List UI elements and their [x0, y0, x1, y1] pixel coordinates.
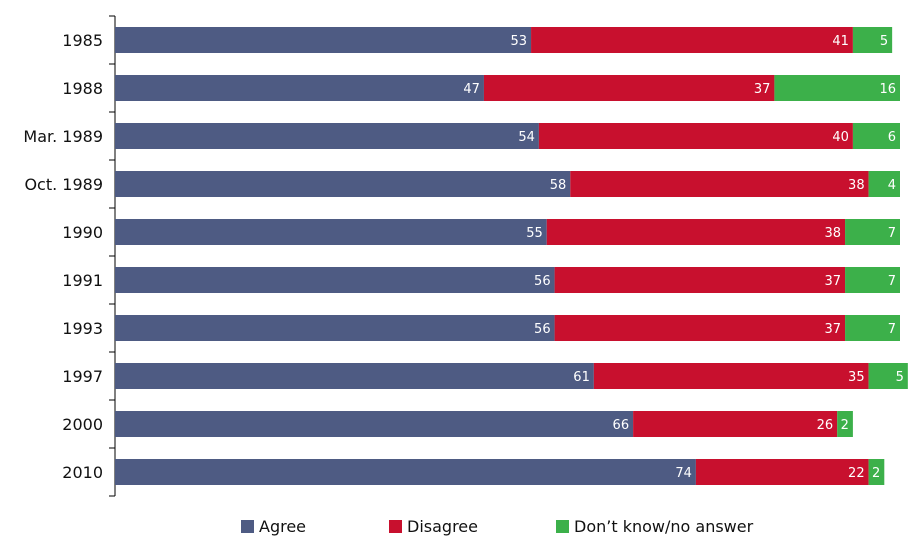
- category-label: 2010: [62, 463, 103, 482]
- legend-swatch-dont-know: [556, 519, 569, 533]
- bar-disagree: [483, 75, 775, 101]
- legend-item-dont-know: Don’t know/no answer: [556, 516, 753, 536]
- data-label-don-t-know-no-answer: 16: [879, 82, 896, 97]
- bar-agree: [115, 267, 555, 293]
- bar-disagree: [538, 123, 853, 149]
- data-label-disagree: 35: [848, 370, 865, 385]
- data-label-disagree: 37: [825, 274, 842, 289]
- legend-item-agree: Agree: [241, 516, 306, 536]
- bar-agree: [115, 27, 532, 53]
- bar-agree: [115, 363, 594, 389]
- legend: Agree Disagree Don’t know/no answer: [0, 512, 909, 538]
- legend-swatch-disagree: [389, 519, 402, 533]
- legend-label-disagree: Disagree: [407, 516, 478, 536]
- bar-don-t-know-no-answer: [845, 219, 900, 245]
- category-axis: [109, 15, 116, 497]
- data-label-don-t-know-no-answer: 5: [880, 34, 888, 49]
- data-label-disagree: 22: [848, 466, 865, 481]
- bar-agree: [115, 459, 696, 485]
- category-label: Oct. 1989: [24, 175, 103, 194]
- bar-disagree: [633, 411, 838, 437]
- legend-label-agree: Agree: [259, 516, 307, 536]
- bar-don-t-know-no-answer: [852, 27, 893, 53]
- category-label: 1993: [62, 319, 103, 338]
- data-label-don-t-know-no-answer: 5: [896, 370, 904, 385]
- bar-agree: [115, 315, 555, 341]
- category-label: 1985: [62, 31, 103, 50]
- data-label-don-t-know-no-answer: 2: [872, 466, 880, 481]
- category-label: 2000: [62, 415, 103, 434]
- data-label-agree: 74: [675, 466, 692, 481]
- data-label-don-t-know-no-answer: 6: [888, 130, 896, 145]
- bar-don-t-know-no-answer: [868, 171, 900, 197]
- bar-disagree: [554, 267, 846, 293]
- bar-disagree: [554, 315, 846, 341]
- bar-don-t-know-no-answer: [774, 75, 900, 101]
- data-label-don-t-know-no-answer: 7: [888, 322, 896, 337]
- bar-don-t-know-no-answer: [868, 459, 885, 485]
- legend-swatch-agree: [241, 519, 254, 533]
- category-label: 1991: [62, 271, 103, 290]
- bar-don-t-know-no-answer: [868, 363, 908, 389]
- category-label: Mar. 1989: [23, 127, 103, 146]
- data-label-disagree: 26: [817, 418, 834, 433]
- data-label-disagree: 38: [825, 226, 842, 241]
- data-label-agree: 56: [534, 322, 551, 337]
- bar-don-t-know-no-answer: [845, 267, 900, 293]
- data-label-agree: 55: [526, 226, 543, 241]
- data-label-don-t-know-no-answer: 4: [888, 178, 896, 193]
- bars: [115, 27, 908, 485]
- category-label: 1988: [62, 79, 103, 98]
- legend-label-dont-know: Don’t know/no answer: [574, 516, 754, 536]
- data-label-agree: 66: [613, 418, 630, 433]
- data-label-disagree: 41: [832, 34, 849, 49]
- data-label-don-t-know-no-answer: 2: [841, 418, 849, 433]
- data-label-don-t-know-no-answer: 7: [888, 226, 896, 241]
- bar-don-t-know-no-answer: [837, 411, 853, 437]
- data-label-disagree: 38: [848, 178, 865, 193]
- bar-don-t-know-no-answer: [852, 123, 900, 149]
- bar-agree: [115, 411, 634, 437]
- legend-item-disagree: Disagree: [389, 516, 478, 536]
- data-label-agree: 54: [518, 130, 535, 145]
- bar-agree: [115, 219, 547, 245]
- bar-agree: [115, 75, 484, 101]
- bar-disagree: [695, 459, 869, 485]
- data-label-agree: 47: [463, 82, 480, 97]
- data-label-disagree: 40: [832, 130, 849, 145]
- data-label-disagree: 37: [825, 322, 842, 337]
- data-label-agree: 61: [573, 370, 590, 385]
- category-label: 1990: [62, 223, 103, 242]
- bar-don-t-know-no-answer: [845, 315, 900, 341]
- data-label-don-t-know-no-answer: 7: [888, 274, 896, 289]
- bar-disagree: [593, 363, 869, 389]
- data-label-agree: 53: [511, 34, 528, 49]
- bar-agree: [115, 171, 571, 197]
- bar-disagree: [570, 171, 869, 197]
- data-label-agree: 56: [534, 274, 551, 289]
- bar-disagree: [531, 27, 853, 53]
- bar-disagree: [546, 219, 846, 245]
- category-label: 1997: [62, 367, 103, 386]
- bar-agree: [115, 123, 539, 149]
- data-label-agree: 58: [550, 178, 567, 193]
- data-label-disagree: 37: [754, 82, 771, 97]
